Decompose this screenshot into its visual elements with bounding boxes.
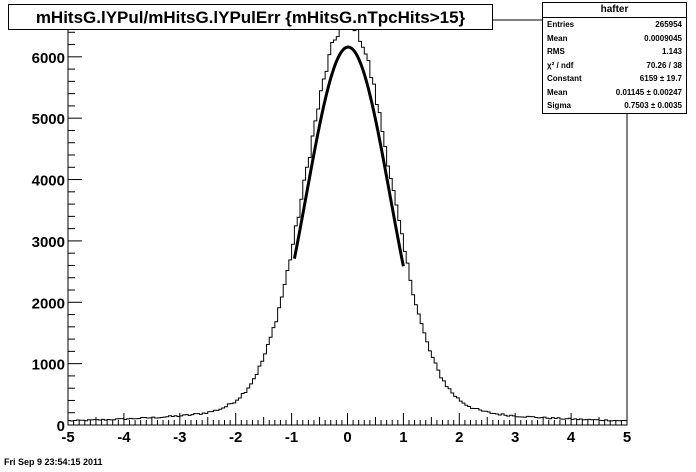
y-tick-label: 4000	[32, 173, 65, 190]
x-tick-label: -5	[61, 429, 74, 446]
x-tick-label: 0	[343, 429, 351, 446]
gaussian-fit-curve	[292, 45, 405, 267]
y-tick-label: 5000	[32, 111, 65, 128]
stats-label: Constant	[547, 74, 582, 83]
stats-label: χ² / ndf	[547, 60, 574, 70]
x-tick-label: -1	[285, 429, 298, 446]
stats-row-rms: RMS 1.143	[543, 45, 686, 59]
stats-label: Sigma	[547, 101, 572, 110]
stats-value: 0.01145 ± 0.00247	[615, 87, 682, 97]
x-tick-label: 3	[511, 429, 519, 446]
stats-row-chi2: χ² / ndf 70.26 / 38	[543, 59, 686, 73]
x-tick-label: 2	[455, 429, 463, 446]
stats-value: 70.26 / 38	[646, 60, 682, 70]
y-axis: 0 1000 2000 3000 4000 5000 6000	[32, 19, 82, 435]
stats-label: RMS	[547, 47, 565, 56]
y-tick-label: 0	[57, 418, 65, 435]
x-tick-label: 5	[623, 429, 631, 446]
stats-row-sigma: Sigma 0.7503 ± 0.0035	[543, 99, 686, 113]
stats-row-fit-mean: Mean 0.01145 ± 0.00247	[543, 86, 686, 100]
histogram-title: mHitsG.lYPul/mHitsG.lYPulErr {mHitsG.nTp…	[8, 4, 493, 30]
y-tick-label: 2000	[32, 295, 65, 312]
y-tick-label: 6000	[32, 50, 65, 67]
x-tick-label: -4	[117, 429, 131, 446]
stats-row-constant: Constant 6159 ± 19.7	[543, 72, 686, 86]
stats-value: 0.7503 ± 0.0035	[624, 101, 682, 110]
stats-value: 1.143	[661, 47, 682, 56]
stats-box: hafter Entries 265954 Mean 0.0009045 RMS 1.…	[542, 2, 687, 114]
y-tick-label: 1000	[32, 357, 65, 374]
stats-value: 0.0009045	[644, 33, 682, 43]
stats-label: Mean	[547, 87, 568, 97]
y-tick-label: 3000	[32, 234, 65, 251]
timestamp: Fri Sep 9 23:54:15 2011	[4, 457, 103, 467]
x-tick-label: -3	[173, 429, 186, 446]
stats-row-entries: Entries 265954	[543, 18, 686, 32]
stats-value: 265954	[655, 20, 682, 29]
x-tick-label: 1	[399, 429, 407, 446]
stats-row-mean: Mean 0.0009045	[543, 32, 686, 46]
x-tick-label: 4	[567, 429, 576, 446]
x-axis: -5 -4 -3 -2 -1 0 1 2 3 4 5	[61, 413, 631, 446]
stats-name: hafter	[543, 3, 686, 18]
stats-label: Mean	[547, 33, 568, 43]
stats-value: 6159 ± 19.7	[639, 74, 682, 83]
x-tick-label: -2	[229, 429, 242, 446]
stats-label: Entries	[547, 20, 575, 29]
